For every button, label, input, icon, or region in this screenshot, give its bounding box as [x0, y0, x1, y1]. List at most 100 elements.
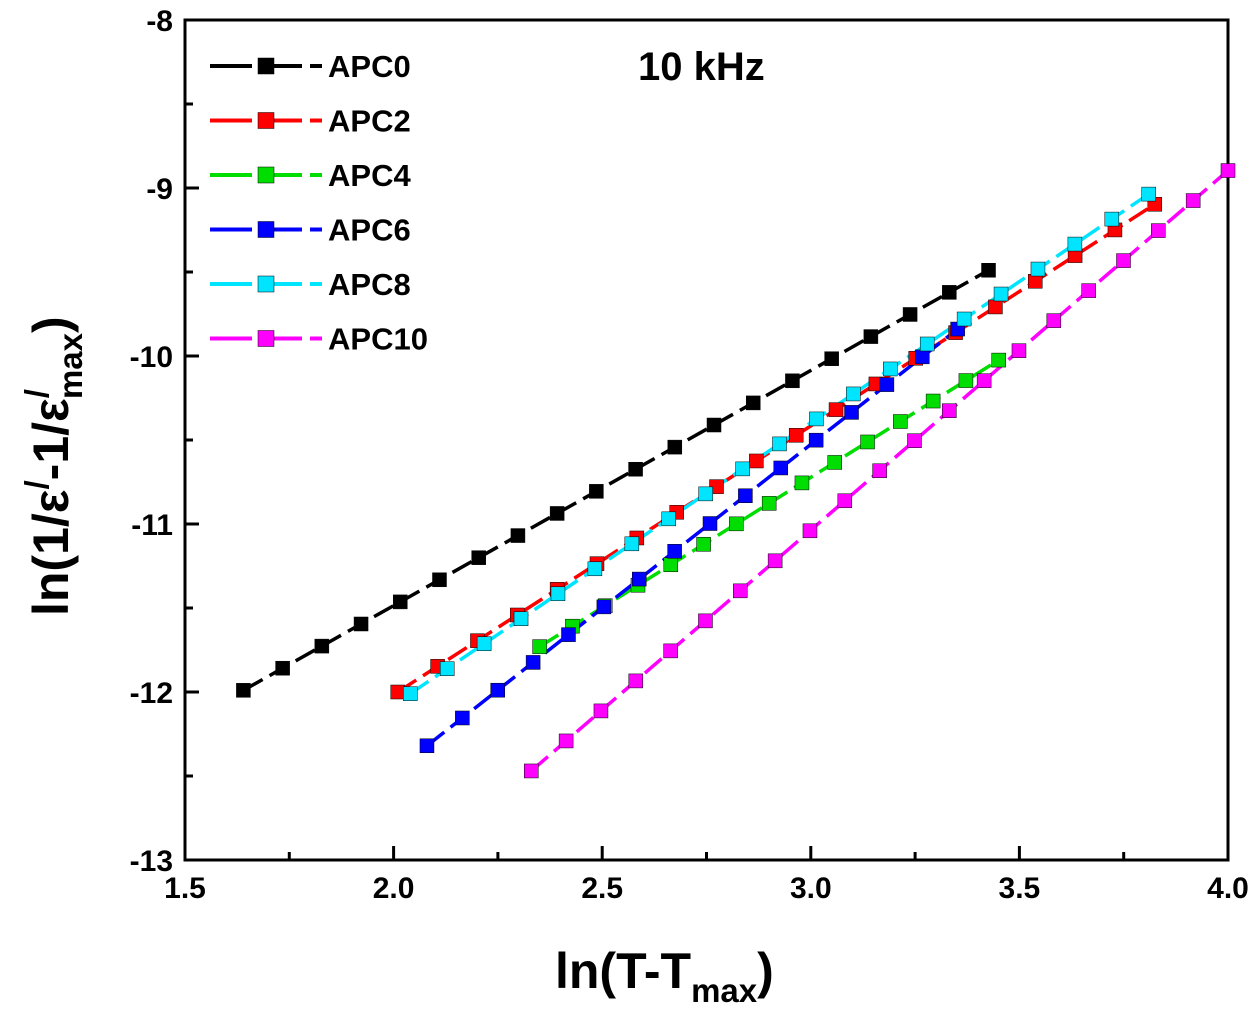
y-tick-label: -10: [130, 341, 173, 374]
data-point-apc6: [631, 571, 647, 587]
data-point-apc8: [439, 661, 455, 676]
data-point-apc8: [1141, 186, 1156, 202]
data-point-apc8: [846, 386, 861, 402]
data-point-apc8: [883, 361, 898, 377]
data-point-apc2: [1028, 274, 1043, 289]
legend: APC0 APC2 APC4 APC6 APC8 APC10: [210, 49, 428, 357]
y-tick-label: -11: [131, 509, 173, 542]
legend-marker-apc4: [257, 166, 275, 184]
data-point-apc10: [524, 763, 539, 779]
data-point-apc8: [624, 536, 640, 552]
legend-label-apc0: APC0: [328, 49, 411, 84]
data-point-apc6: [455, 710, 470, 726]
data-point-apc10: [1081, 283, 1096, 298]
data-point-apc6: [419, 738, 435, 754]
data-point-apc10: [872, 463, 887, 479]
legend-label-apc8: APC8: [328, 267, 411, 302]
data-point-apc8: [993, 286, 1009, 302]
data-point-apc10: [1185, 193, 1201, 208]
plot-frame: [183, 18, 1230, 862]
data-point-apc0: [902, 307, 918, 322]
data-point-apc8: [956, 311, 972, 327]
data-point-apc0: [628, 461, 643, 477]
data-point-apc0: [471, 550, 486, 565]
data-point-apc0: [275, 660, 290, 676]
data-point-apc10: [976, 373, 992, 388]
x-tick-label: 2.5: [581, 872, 623, 905]
data-point-apc6: [490, 682, 505, 698]
data-point-apc4: [532, 639, 547, 654]
legend-label-apc2: APC2: [328, 104, 411, 139]
data-point-apc8: [550, 586, 566, 602]
data-point-apc2: [749, 453, 764, 469]
data-point-apc4: [794, 475, 810, 491]
legend-marker-apc10: [257, 330, 275, 347]
data-point-apc8: [698, 486, 713, 502]
data-point-apc0: [706, 417, 722, 433]
data-point-apc10: [767, 553, 783, 569]
axis-ticks: 1.5 2.0 2.5 3.0 3.5 4.0 -13 -12 -11 -10 -9 -8: [130, 5, 1249, 905]
data-point-apc8: [1067, 236, 1083, 252]
data-point-apc6: [879, 377, 895, 392]
data-point-apc0: [353, 616, 369, 632]
data-point-apc8: [919, 336, 935, 352]
legend-label-apc6: APC6: [328, 213, 411, 248]
data-point-apc10: [663, 643, 678, 659]
x-tick-label: 1.5: [164, 872, 206, 905]
legend-marker-apc2: [257, 112, 275, 129]
data-point-apc8: [403, 686, 418, 701]
x-tick-label: 3.5: [999, 872, 1041, 905]
legend-label-apc4: APC4: [328, 158, 411, 193]
data-point-apc6: [773, 460, 789, 476]
data-point-apc8: [476, 636, 492, 651]
data-point-apc0: [236, 683, 251, 698]
x-tick-label: 4.0: [1207, 872, 1249, 905]
data-point-apc0: [785, 373, 800, 389]
data-point-apc6: [738, 488, 753, 503]
data-point-apc6: [667, 544, 682, 559]
data-point-apc0: [942, 285, 957, 300]
data-point-apc0: [510, 528, 526, 543]
frequency-annotation: 10 kHz: [638, 45, 765, 89]
legend-marker-apc8: [257, 275, 275, 293]
legend-marker-apc0: [257, 57, 275, 75]
data-point-apc4: [827, 455, 842, 470]
series-markers: [236, 163, 1236, 779]
data-point-apc0: [981, 263, 996, 278]
data-point-apc4: [991, 352, 1006, 368]
data-point-apc0: [745, 395, 761, 411]
data-point-apc10: [558, 733, 574, 749]
data-point-apc6: [525, 655, 541, 670]
data-point-apc2: [988, 299, 1003, 315]
data-point-apc10: [942, 403, 957, 418]
data-point-apc10: [628, 673, 644, 689]
data-point-apc0: [863, 329, 879, 344]
data-point-apc10: [1116, 253, 1131, 268]
data-point-apc10: [593, 703, 609, 719]
series-line-apc6: [425, 327, 959, 748]
data-point-apc4: [925, 393, 941, 409]
y-tick-label: -9: [146, 173, 173, 206]
data-point-apc10: [1220, 163, 1236, 178]
data-point-apc6: [561, 627, 576, 642]
data-point-apc2: [788, 428, 804, 443]
data-point-apc0: [314, 638, 330, 654]
data-point-apc2: [828, 402, 844, 417]
data-point-apc10: [1011, 343, 1027, 358]
y-tick-label: -8: [146, 5, 173, 38]
data-point-apc4: [761, 496, 777, 511]
data-point-apc4: [729, 516, 744, 532]
x-axis-title: ln(T-Tmax): [555, 943, 774, 1009]
data-point-apc10: [837, 493, 853, 509]
data-point-apc0: [393, 594, 408, 610]
data-point-apc10: [907, 433, 922, 448]
x-tick-label: 3.0: [790, 872, 832, 905]
legend-label-apc10: APC10: [328, 322, 428, 357]
y-axis-title: ln(1/ε/-1/ε/max): [18, 316, 89, 616]
data-point-apc8: [587, 561, 603, 577]
data-point-apc2: [390, 684, 406, 700]
data-point-apc6: [702, 516, 718, 531]
data-point-apc4: [663, 557, 679, 573]
data-point-apc0: [667, 439, 683, 455]
data-point-apc8: [1104, 211, 1120, 227]
